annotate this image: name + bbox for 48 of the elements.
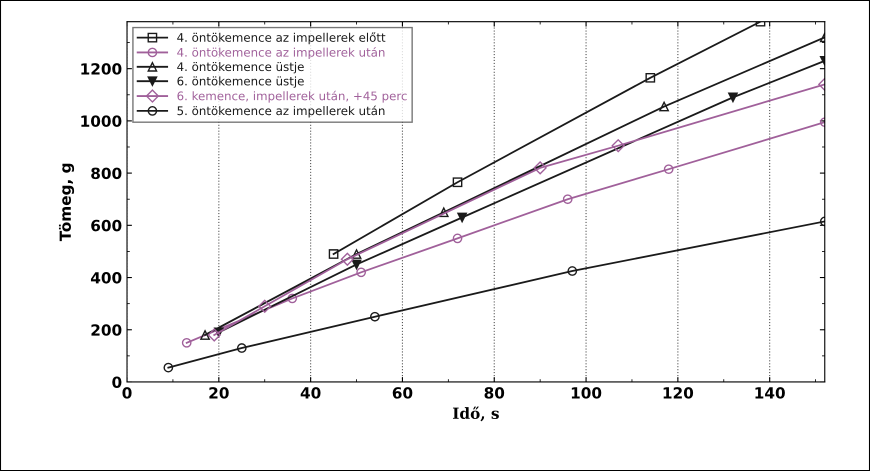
legend-label: 4. öntökemence az impellerek előtt — [177, 32, 386, 44]
x-tick-label: 20 — [209, 387, 229, 399]
point — [457, 212, 467, 222]
y-tick-label: 0 — [112, 376, 122, 388]
point — [200, 330, 210, 340]
x-tick-label: 40 — [300, 387, 321, 399]
x-tick-label: 100 — [572, 387, 602, 399]
point — [236, 343, 247, 353]
point — [567, 266, 578, 276]
point — [438, 207, 449, 218]
point — [340, 252, 354, 266]
point — [452, 177, 462, 188]
point — [163, 362, 174, 372]
x-tick-label: 140 — [755, 387, 785, 399]
point — [534, 161, 547, 174]
point — [728, 92, 738, 102]
point — [356, 267, 366, 278]
point — [645, 72, 656, 83]
point — [328, 249, 338, 259]
y-tick-label: 800 — [91, 168, 122, 180]
y-tick-label: 200 — [91, 324, 122, 336]
y-tick-label: 400 — [90, 272, 122, 284]
y-tick-label: 1000 — [81, 115, 122, 127]
point — [258, 300, 272, 313]
legend-label: 6. öntökemence üstje — [177, 76, 304, 88]
x-axis-title: Idő, s — [452, 406, 499, 422]
point — [352, 260, 362, 270]
point — [370, 312, 380, 322]
point — [612, 139, 625, 152]
point — [287, 294, 298, 304]
point — [208, 328, 221, 342]
point — [452, 234, 462, 244]
point — [664, 164, 674, 174]
legend-label: 4. öntökemence üstje — [177, 62, 304, 74]
point — [562, 194, 573, 204]
x-tick-label: 120 — [664, 387, 694, 399]
point — [659, 102, 669, 112]
y-tick-label: 1200 — [81, 63, 122, 75]
x-tick-label: 0 — [122, 387, 132, 399]
point — [352, 249, 362, 259]
y-axis-title: Tömeg, g — [58, 164, 74, 242]
x-tick-label: 80 — [484, 387, 504, 399]
x-tick-label: 60 — [392, 387, 412, 399]
point — [182, 338, 192, 348]
legend-label: 4. öntökemence az impellerek után — [177, 47, 384, 60]
legend-label: 6. kemence, impellerek után, +45 perc — [177, 90, 407, 103]
legend-label: 5. öntökemence az impellerek után — [178, 106, 384, 118]
y-tick-label: 600 — [91, 220, 122, 232]
